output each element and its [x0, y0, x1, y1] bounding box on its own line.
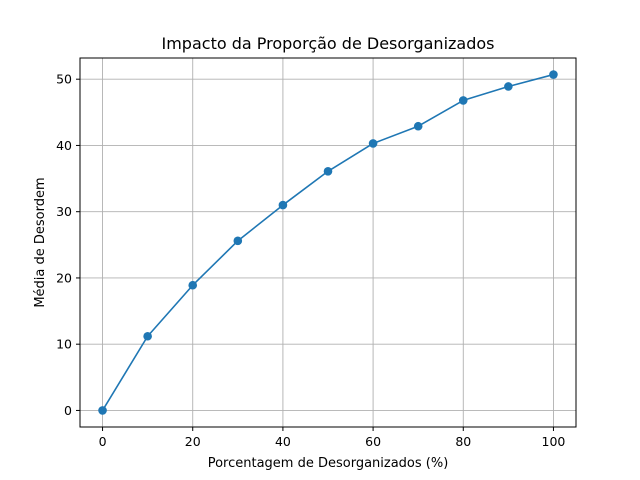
x-tick-label: 20 — [185, 434, 201, 449]
grid-layer — [80, 58, 576, 427]
x-tick-label: 100 — [542, 434, 566, 449]
data-point — [188, 280, 198, 290]
x-axis-label: Porcentagem de Desorganizados (%) — [208, 456, 449, 471]
x-tick-label: 60 — [365, 434, 381, 449]
data-point — [504, 82, 513, 91]
data-point — [413, 121, 423, 131]
data-point — [233, 236, 243, 246]
data-layer — [98, 70, 558, 415]
data-point — [549, 70, 558, 79]
y-axis-label: Média de Desordem — [33, 177, 48, 307]
data-point — [368, 139, 378, 148]
y-tick-label: 50 — [56, 72, 72, 87]
y-tick-label: 40 — [56, 138, 72, 153]
y-tick-label: 10 — [56, 337, 72, 352]
data-point — [278, 200, 288, 210]
y-tick-label: 0 — [64, 403, 72, 418]
x-tick-label: 80 — [455, 434, 471, 449]
x-tick-label: 40 — [275, 434, 291, 449]
data-point — [98, 406, 107, 415]
data-point — [458, 96, 468, 105]
y-tick-label: 20 — [56, 270, 72, 285]
chart-title: Impacto da Proporção de Desorganizados — [162, 34, 495, 53]
x-tick-label: 0 — [99, 434, 107, 449]
data-point — [143, 331, 152, 341]
y-tick-label: 30 — [56, 204, 72, 219]
data-point — [323, 166, 333, 176]
plot-frame — [79, 57, 577, 428]
tick-layer: 0 20 40 60 80 100 0 10 20 30 40 50 — [56, 72, 565, 449]
